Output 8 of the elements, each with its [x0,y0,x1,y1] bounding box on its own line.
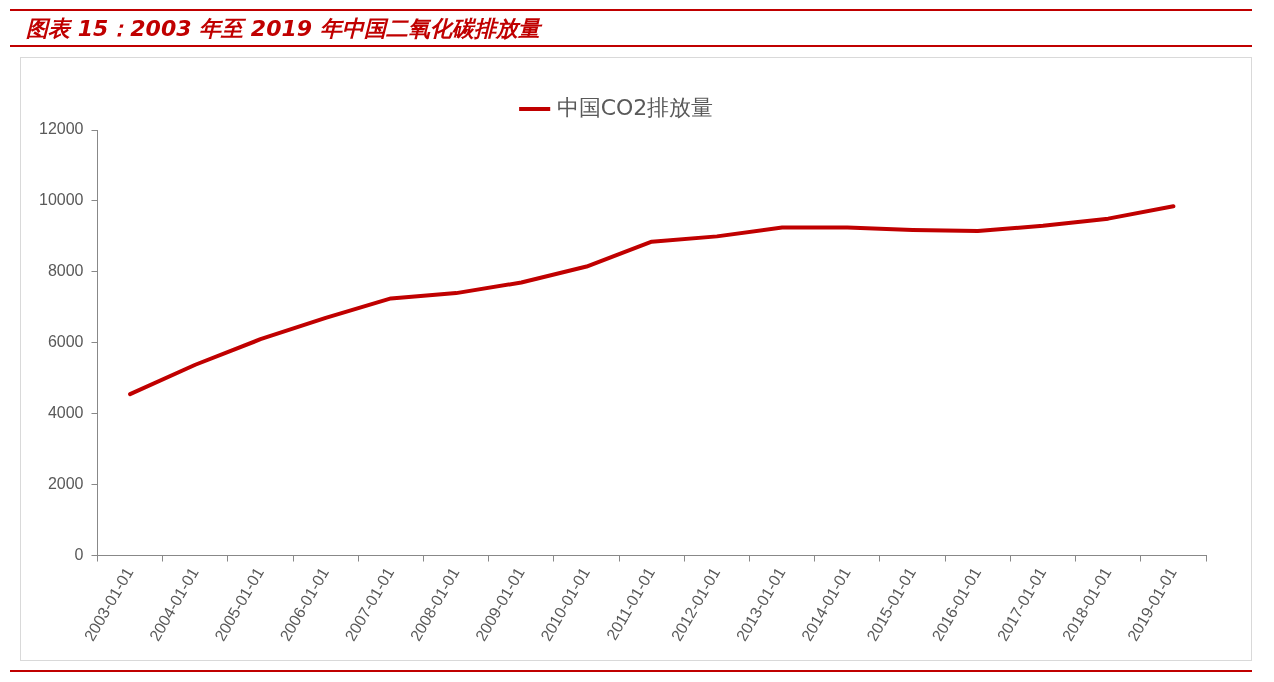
y-tick-label: 4000 [47,404,84,422]
y-tick-label: 0 [74,545,84,563]
y-tick-label: 10000 [38,191,84,209]
y-tick-label: 2000 [47,475,84,493]
legend-label: 中国CO2排放量 [556,94,714,120]
y-tick-label: 8000 [47,262,84,280]
y-tick-label: 12000 [38,120,84,138]
y-tick-label: 6000 [47,333,84,351]
